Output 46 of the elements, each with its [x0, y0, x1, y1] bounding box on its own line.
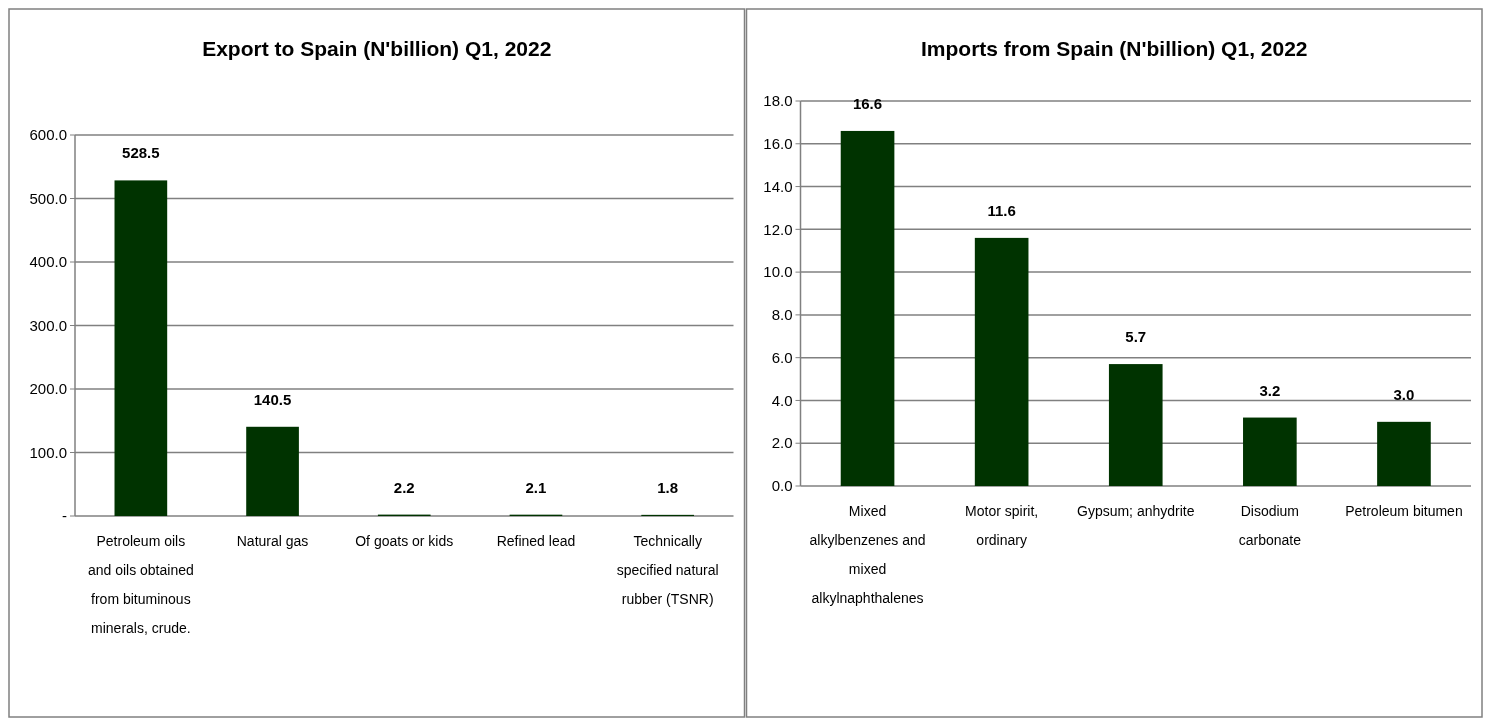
- bar: [114, 180, 168, 516]
- bar: [246, 426, 299, 516]
- data-label: 11.6: [987, 201, 1016, 219]
- x-tick-label: Petroleum bitumen: [1345, 503, 1463, 519]
- x-tick-label: Petroleum oils and oils obtained from bituminous minerals, crude.: [87, 533, 194, 636]
- y-tick-label: 2.0: [771, 434, 793, 452]
- x-tick-label: Refined lead: [496, 533, 576, 549]
- bar: [1243, 417, 1297, 486]
- y-tick-label: 4.0: [771, 391, 793, 409]
- data-label: 2.2: [393, 478, 415, 496]
- bar: [1377, 421, 1431, 486]
- y-tick-label: 18.0: [763, 92, 793, 110]
- data-label: 528.5: [122, 144, 160, 162]
- chart-title: Imports from Spain (N'billion) Q1, 2022: [920, 37, 1308, 60]
- chart-title: Export to Spain (N'billion) Q1, 2022: [202, 37, 552, 60]
- data-label: 1.8: [657, 478, 679, 496]
- data-label: 3.0: [1393, 385, 1415, 403]
- bar: [974, 237, 1029, 486]
- data-label: 140.5: [253, 390, 292, 408]
- y-tick-label: 10.0: [763, 263, 793, 281]
- x-tick-label: Technically specified natural rubber (TSNR): [616, 533, 719, 607]
- data-label: 2.1: [525, 478, 547, 496]
- y-tick-label: 200.0: [29, 380, 67, 398]
- y-tick-label: 600.0: [29, 126, 67, 144]
- y-tick-label: 14.0: [763, 177, 793, 195]
- x-tick-label: Motor spirit, ordinary: [965, 503, 1039, 548]
- y-tick-label: 300.0: [29, 316, 67, 334]
- y-tick-label: 400.0: [29, 253, 67, 271]
- x-tick-label: Disodium carbonate: [1238, 503, 1302, 548]
- data-label: 5.7: [1125, 328, 1147, 346]
- y-tick-label: 6.0: [771, 348, 793, 366]
- y-tick-label: 12.0: [763, 220, 793, 238]
- bar: [1108, 364, 1163, 486]
- x-tick-label: Natural gas: [236, 533, 309, 549]
- data-label: 3.2: [1259, 381, 1281, 399]
- y-tick-label: 16.0: [763, 135, 793, 153]
- y-tick-label: 0.0: [771, 477, 793, 495]
- y-tick-label: -: [62, 507, 67, 525]
- x-tick-label: Of goats or kids: [355, 533, 454, 549]
- y-tick-label: 500.0: [29, 189, 67, 207]
- x-tick-label: Mixed alkylbenzenes and mixed alkylnaphthalenes: [809, 503, 926, 606]
- y-tick-label: 8.0: [771, 306, 793, 324]
- bar: [840, 130, 895, 486]
- y-tick-label: 100.0: [29, 443, 67, 461]
- x-tick-label: Gypsum; anhydrite: [1077, 503, 1195, 519]
- data-label: 16.6: [852, 94, 883, 112]
